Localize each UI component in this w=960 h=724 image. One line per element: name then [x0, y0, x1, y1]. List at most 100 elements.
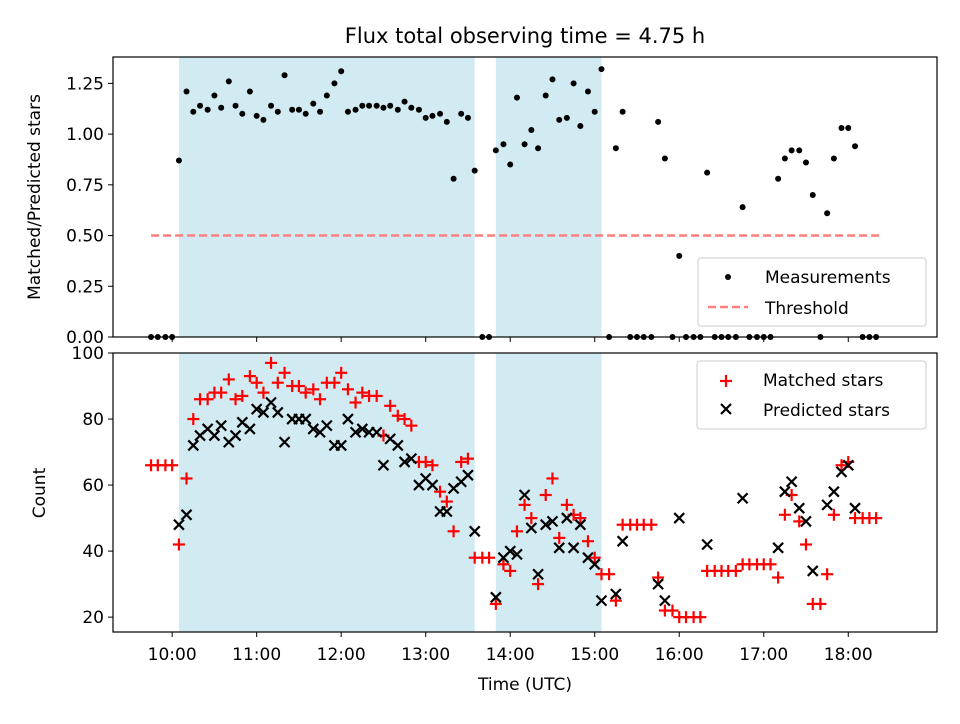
legend-predicted-marker [720, 403, 732, 415]
x-tick-label: 15:00 [570, 645, 619, 665]
matched-point [793, 515, 806, 528]
measurement-point [450, 175, 457, 182]
matched-point [370, 389, 383, 402]
x-tick-label: 13:00 [401, 645, 450, 665]
measurement-point [458, 110, 465, 117]
legend-measurements-label: Measurements [765, 268, 891, 288]
x-tick-label: 12:00 [317, 645, 366, 665]
measurement-point [175, 157, 182, 164]
measurement-point [549, 76, 556, 83]
matched-point [229, 393, 242, 406]
matched-point [574, 512, 587, 525]
measurement-point [422, 114, 429, 121]
y-tick-label: 0.00 [66, 328, 104, 348]
ratio-axes-frame [112, 56, 938, 338]
measurement-point [830, 155, 837, 162]
measurement-point [415, 106, 422, 113]
matched-point [609, 594, 622, 607]
measurement-point [845, 125, 852, 132]
predicted-point [800, 515, 812, 528]
matched-point [314, 393, 327, 406]
matched-point [603, 568, 616, 581]
measurement-point [492, 147, 499, 154]
shaded-band [178, 353, 475, 632]
matched-point [497, 558, 510, 571]
chart-title: Flux total observing time = 4.75 h [345, 24, 705, 48]
predicted-point [525, 522, 538, 534]
predicted-point [441, 505, 453, 518]
matched-point [553, 531, 566, 544]
measurement-point [655, 118, 662, 125]
measurement-point [464, 114, 471, 121]
matched-point [800, 538, 813, 551]
predicted-point [299, 413, 312, 425]
predicted-point [307, 423, 320, 435]
measurement-point [310, 100, 317, 107]
measurement-point [809, 191, 816, 198]
measurement-point [584, 88, 591, 95]
measurement-point [218, 104, 225, 111]
predicted-point [772, 542, 784, 554]
counts-legend: Matched stars Predicted stars [696, 360, 927, 430]
matched-point [434, 485, 447, 498]
predicted-point [342, 413, 354, 425]
ratio-ylabel: Matched/Predicted stars [25, 94, 45, 300]
legend-predicted-label: Predicted stars [763, 401, 890, 421]
measurement-point [535, 145, 542, 152]
y-tick-label: 1.00 [66, 125, 104, 145]
measurement-point [437, 110, 444, 117]
measurement-point [591, 108, 598, 115]
predicted-point [779, 485, 791, 498]
ratio-panel: 0.00 0.25 0.50 0.75 1.00 1.25 Matched/Predict… [25, 56, 938, 348]
matched-point [504, 564, 517, 577]
matched-point [510, 525, 523, 538]
ratio-legend-box [697, 257, 927, 327]
predicted-point [257, 406, 270, 419]
measurement-point [500, 141, 507, 148]
measurement-point [507, 161, 514, 168]
measurement-point [302, 110, 309, 117]
measurement-point [317, 108, 324, 115]
y-tick-label: 0.50 [66, 227, 104, 247]
matched-point [483, 551, 496, 564]
measurement-point [394, 106, 401, 113]
predicted-point [349, 426, 362, 439]
matched-point [201, 393, 214, 406]
predicted-point [187, 439, 200, 452]
matched-point [581, 535, 594, 548]
matched-point [652, 571, 665, 584]
counts-panel: 20 40 60 80 100 10:00 11:00 12:00 13:00 14:00 15:… [30, 344, 938, 695]
matched-point [821, 568, 834, 581]
predicted-point [272, 406, 284, 419]
predicted-point [561, 512, 573, 524]
matched-point [588, 551, 601, 564]
measurement-point [852, 143, 859, 150]
matched-point [455, 455, 468, 468]
predicted-point [518, 489, 531, 501]
measurement-point [232, 102, 239, 109]
measurement-point [359, 102, 366, 109]
matched-point [250, 376, 263, 389]
predicted-point [539, 518, 552, 531]
measurement-point [323, 92, 330, 99]
matched-point [666, 604, 679, 617]
measurement-point [331, 80, 338, 87]
matched-point [335, 366, 348, 379]
legend-measurements-marker [725, 274, 731, 280]
predicted-point [504, 545, 516, 557]
measurement-point [281, 72, 288, 79]
legend-threshold-label: Threshold [764, 299, 849, 319]
matched-point [645, 518, 658, 531]
measurement-point [408, 104, 415, 111]
matched-point [172, 538, 185, 551]
matched-point [772, 571, 785, 584]
shaded-band [495, 57, 602, 337]
measurement-point [380, 104, 387, 111]
matched-point [398, 413, 411, 426]
predicted-point [806, 565, 819, 577]
counts-ylabel: Count [30, 467, 50, 518]
predicted-point [616, 535, 629, 547]
y-tick-label: 1.25 [66, 74, 104, 94]
matched-point [405, 419, 418, 432]
shaded-band [495, 353, 602, 632]
